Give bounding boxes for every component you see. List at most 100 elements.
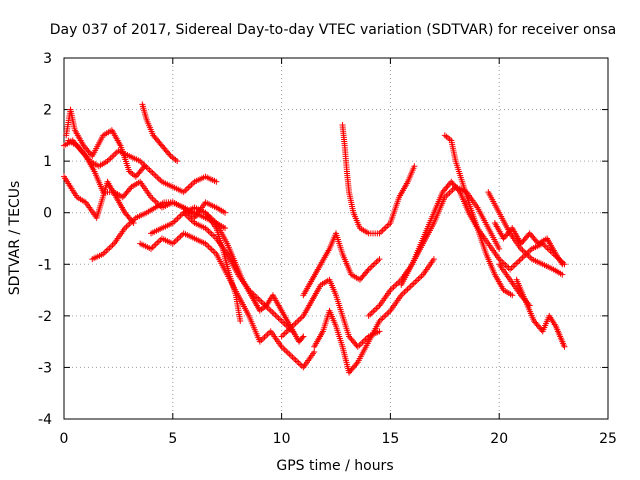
data-point bbox=[521, 248, 528, 255]
data-point bbox=[385, 309, 392, 316]
data-point bbox=[171, 239, 178, 246]
series-arc-15 bbox=[365, 183, 503, 319]
x-tick-label: 0 bbox=[60, 431, 69, 447]
data-point bbox=[376, 328, 383, 335]
y-tick-label: -4 bbox=[38, 412, 52, 428]
data-point bbox=[367, 264, 374, 271]
data-point bbox=[207, 245, 214, 252]
data-point bbox=[277, 316, 284, 323]
data-point bbox=[356, 342, 363, 349]
y-tick-label: -1 bbox=[38, 257, 52, 273]
data-point bbox=[259, 335, 266, 342]
data-point bbox=[524, 251, 531, 258]
data-point bbox=[157, 236, 164, 243]
data-point bbox=[269, 309, 276, 316]
data-point bbox=[294, 318, 301, 325]
data-point bbox=[152, 241, 159, 248]
y-tick-label: 1 bbox=[43, 154, 52, 170]
data-point bbox=[281, 330, 288, 337]
data-point bbox=[154, 239, 161, 246]
data-point bbox=[406, 284, 413, 291]
data-point bbox=[286, 351, 293, 358]
series-arc-18 bbox=[485, 189, 566, 278]
data-point bbox=[381, 313, 388, 320]
data-point bbox=[284, 349, 291, 356]
data-point bbox=[174, 236, 181, 243]
data-point bbox=[365, 312, 372, 319]
data-point bbox=[222, 225, 229, 232]
data-point bbox=[149, 169, 156, 176]
series-arc-20 bbox=[513, 276, 568, 350]
data-point bbox=[371, 260, 378, 267]
x-tick-label: 5 bbox=[168, 431, 177, 447]
data-point bbox=[430, 256, 437, 263]
data-point bbox=[208, 231, 215, 238]
x-axis-label: GPS time / hours bbox=[276, 458, 393, 474]
data-point bbox=[125, 222, 132, 229]
plot-frame bbox=[63, 57, 609, 420]
data-point bbox=[522, 250, 529, 257]
data-point bbox=[525, 301, 532, 308]
data-point bbox=[370, 262, 377, 269]
data-point bbox=[149, 244, 156, 251]
data-point bbox=[376, 256, 383, 263]
data-point bbox=[407, 283, 414, 290]
series-arc-13 bbox=[311, 256, 437, 376]
data-point bbox=[237, 318, 244, 325]
series-arc-17 bbox=[441, 132, 516, 299]
data-point bbox=[278, 333, 285, 340]
data-point bbox=[561, 343, 568, 350]
data-point bbox=[514, 259, 521, 266]
data-point bbox=[152, 172, 159, 179]
data-point bbox=[148, 168, 155, 175]
data-point bbox=[176, 214, 183, 221]
data-point bbox=[519, 247, 526, 254]
data-point bbox=[270, 310, 277, 317]
data-point bbox=[123, 223, 130, 230]
data-point bbox=[513, 260, 520, 267]
data-point bbox=[374, 257, 381, 264]
data-point bbox=[370, 308, 377, 315]
data-point bbox=[210, 248, 217, 255]
data-point bbox=[179, 231, 186, 238]
data-point bbox=[357, 340, 364, 347]
x-tick-label: 25 bbox=[599, 431, 617, 447]
data-point bbox=[411, 163, 418, 170]
data-point bbox=[378, 228, 385, 235]
data-point bbox=[211, 234, 218, 241]
data-point bbox=[509, 292, 516, 299]
data-point bbox=[559, 261, 566, 268]
data-point bbox=[368, 309, 375, 316]
data-point bbox=[526, 302, 533, 309]
data-point bbox=[151, 171, 158, 178]
data-point bbox=[367, 311, 374, 318]
data-point bbox=[525, 253, 532, 260]
data-point bbox=[300, 333, 307, 340]
data-point bbox=[258, 298, 265, 305]
data-point bbox=[273, 313, 280, 320]
data-point bbox=[205, 228, 212, 235]
data-point bbox=[263, 332, 270, 339]
series-arc-19 bbox=[491, 220, 566, 268]
data-point bbox=[404, 286, 411, 293]
data-point bbox=[155, 175, 162, 182]
y-axis-label: SDTVAR / TECUs bbox=[7, 181, 23, 296]
data-point bbox=[188, 181, 195, 188]
data-point bbox=[186, 183, 193, 190]
data-point bbox=[295, 317, 302, 324]
data-point bbox=[152, 198, 159, 205]
data-point bbox=[210, 232, 217, 239]
data-point bbox=[151, 197, 158, 204]
data-point bbox=[109, 153, 116, 160]
series-arc-10 bbox=[202, 209, 244, 325]
data-point bbox=[373, 305, 380, 312]
data-point bbox=[353, 360, 360, 367]
data-point bbox=[415, 276, 422, 283]
data-point bbox=[127, 185, 134, 192]
data-point bbox=[113, 149, 120, 156]
data-point bbox=[446, 189, 453, 196]
data-point bbox=[267, 307, 274, 314]
data-point bbox=[401, 289, 408, 296]
data-point bbox=[384, 222, 391, 229]
data-point bbox=[109, 242, 116, 249]
